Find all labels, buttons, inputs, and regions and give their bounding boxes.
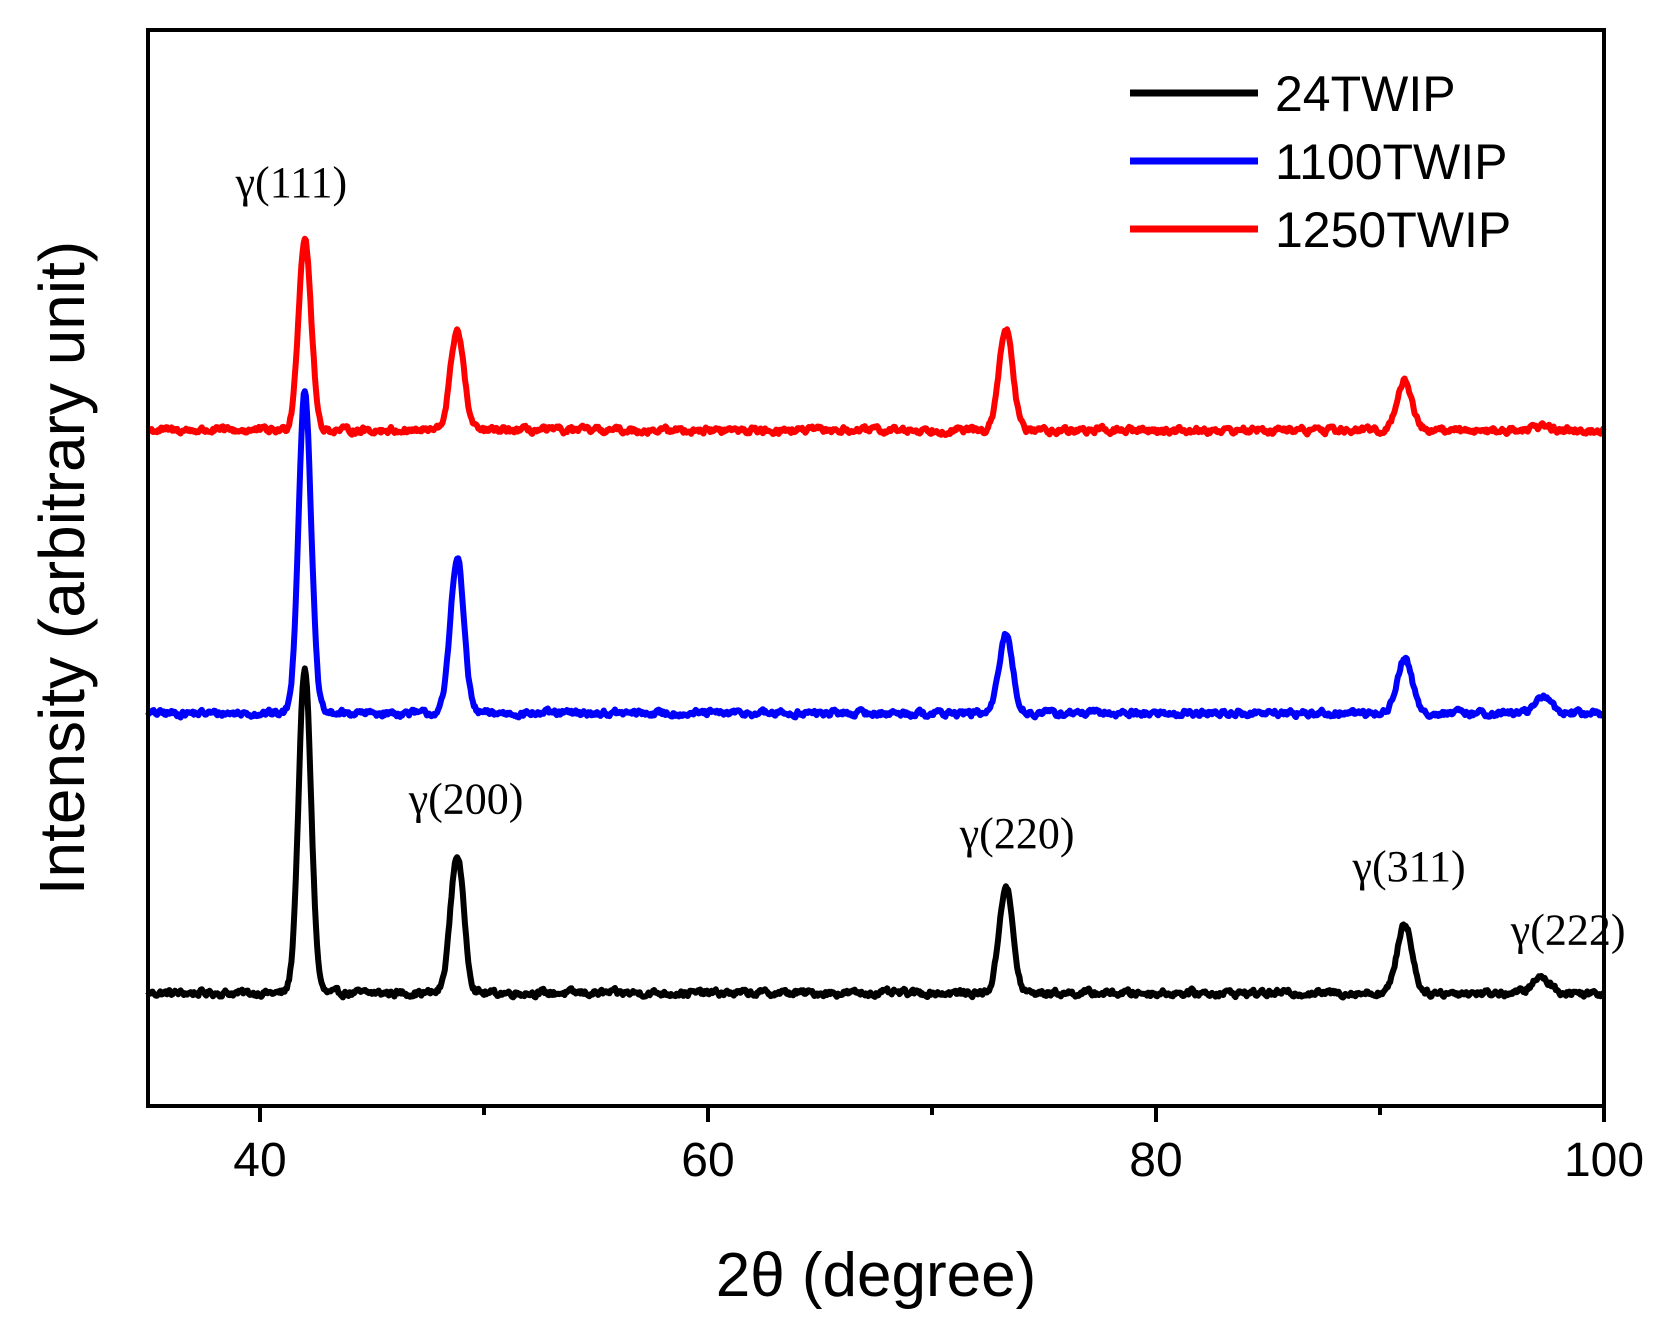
- legend: 24TWIP 1100TWIP 1250TWIP: [1130, 66, 1511, 258]
- x-axis-ticks: [258, 1106, 1606, 1122]
- legend-label-24twip: 24TWIP: [1275, 66, 1456, 122]
- x-axis-tick-labels: 40 60 80 100: [233, 1134, 1644, 1187]
- x-tick-label: 60: [681, 1134, 734, 1187]
- series-line-24twip: [145, 665, 1606, 1001]
- peak-label: γ(111): [235, 158, 347, 207]
- peak-label: γ(311): [1352, 842, 1466, 891]
- peak-label: γ(200): [408, 774, 524, 823]
- series-line-1100twip: [145, 388, 1606, 721]
- peak-label: γ(222): [1510, 906, 1626, 955]
- y-axis-title: Intensity (arbitrary unit): [26, 241, 98, 895]
- peak-annotations: γ(111) γ(200) γ(220) γ(311) γ(222): [235, 158, 1626, 955]
- peak-label: γ(220): [959, 809, 1075, 858]
- plot-frame: [146, 28, 1606, 1108]
- x-tick-label: 80: [1129, 1134, 1182, 1187]
- series-line-1250twip: [146, 235, 1607, 438]
- x-axis-title: 2θ (degree): [716, 1241, 1037, 1310]
- x-tick-label: 100: [1564, 1134, 1644, 1187]
- legend-label-1250twip: 1250TWIP: [1275, 202, 1511, 258]
- x-tick-label: 40: [233, 1134, 286, 1187]
- series-layer: [145, 235, 1607, 1001]
- legend-label-1100twip: 1100TWIP: [1275, 134, 1508, 190]
